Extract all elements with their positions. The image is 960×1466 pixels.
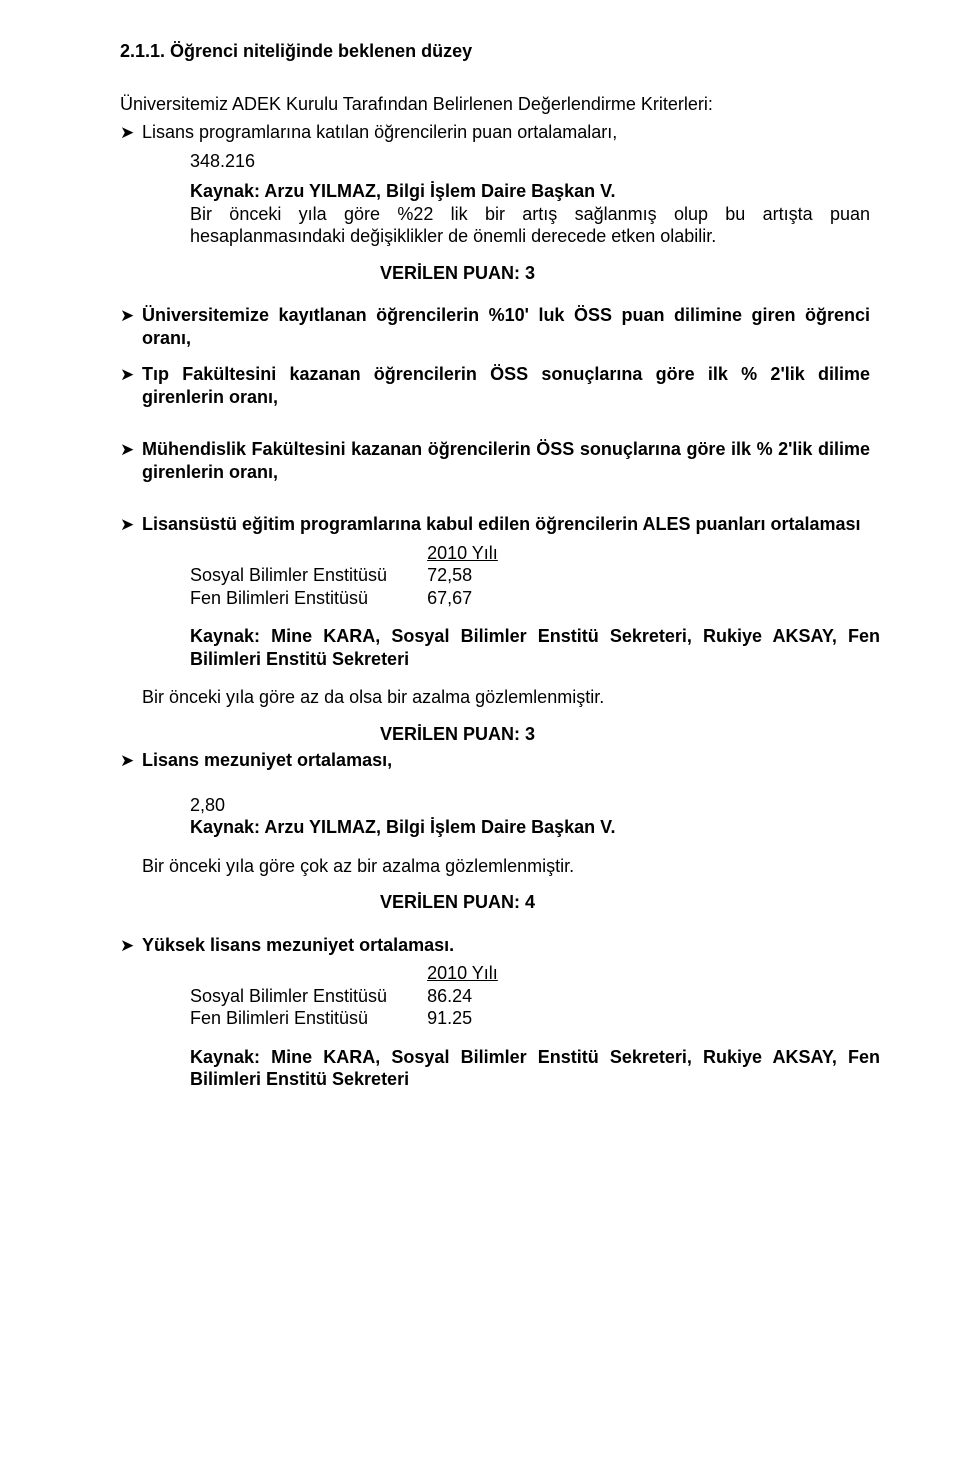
bullet-4-text: Mühendislik Fakültesini kazanan öğrencil… (142, 438, 870, 483)
bullet-5-score: VERİLEN PUAN: 3 (120, 723, 870, 746)
intro-line: Üniversitemiz ADEK Kurulu Tarafından Bel… (120, 93, 870, 116)
bullet-1-value: 348.216 (190, 150, 870, 173)
chevron-right-icon: ➤ (120, 438, 142, 460)
bullet-1-note: Bir önceki yıla göre %22 lik bir artış s… (190, 203, 870, 248)
bullet-7-row2-val: 91.25 (427, 1007, 498, 1030)
bullet-7-row2-label: Fen Bilimleri Enstitüsü (190, 1007, 427, 1030)
chevron-right-icon: ➤ (120, 513, 142, 535)
bullet-5-year: 2010 Yılı (427, 542, 498, 565)
chevron-right-icon: ➤ (120, 363, 142, 385)
bullet-7-source: Kaynak: Mine KARA, Sosyal Bilimler Ensti… (190, 1046, 880, 1091)
bullet-1-source: Kaynak: Arzu YILMAZ, Bilgi İşlem Daire B… (190, 180, 870, 203)
bullet-5-source: Kaynak: Mine KARA, Sosyal Bilimler Ensti… (190, 625, 880, 670)
bullet-7-table: 2010 Yılı Sosyal Bilimler Enstitüsü 86.2… (190, 962, 498, 1030)
bullet-7-text: Yüksek lisans mezuniyet ortalaması. (142, 934, 870, 957)
bullet-6-text: Lisans mezuniyet ortalaması, (142, 749, 870, 772)
bullet-5: ➤ Lisansüstü eğitim programlarına kabul … (120, 513, 870, 536)
bullet-5-row1-label: Sosyal Bilimler Enstitüsü (190, 564, 427, 587)
bullet-2-text: Üniversitemize kayıtlanan öğrencilerin %… (142, 304, 870, 349)
bullet-7: ➤ Yüksek lisans mezuniyet ortalaması. (120, 934, 870, 957)
bullet-5-row2-label: Fen Bilimleri Enstitüsü (190, 587, 427, 610)
chevron-right-icon: ➤ (120, 934, 142, 956)
chevron-right-icon: ➤ (120, 304, 142, 326)
bullet-1: ➤ Lisans programlarına katılan öğrencile… (120, 121, 870, 144)
bullet-5-note: Bir önceki yıla göre az da olsa bir azal… (142, 686, 870, 709)
bullet-4: ➤ Mühendislik Fakültesini kazanan öğrenc… (120, 438, 870, 483)
section-heading: 2.1.1. Öğrenci niteliğinde beklenen düze… (120, 40, 870, 63)
bullet-1-text: Lisans programlarına katılan öğrencileri… (142, 121, 870, 144)
bullet-5-text: Lisansüstü eğitim programlarına kabul ed… (142, 513, 870, 536)
bullet-3-text: Tıp Fakültesini kazanan öğrencilerin ÖSS… (142, 363, 870, 408)
chevron-right-icon: ➤ (120, 749, 142, 771)
bullet-7-row1-label: Sosyal Bilimler Enstitüsü (190, 985, 427, 1008)
bullet-6-source: Kaynak: Arzu YILMAZ, Bilgi İşlem Daire B… (190, 816, 870, 839)
bullet-6-score: VERİLEN PUAN: 4 (120, 891, 870, 914)
bullet-6-value: 2,80 (190, 794, 870, 817)
bullet-6-note: Bir önceki yıla göre çok az bir azalma g… (142, 855, 870, 878)
bullet-1-score: VERİLEN PUAN: 3 (120, 262, 870, 285)
bullet-7-year: 2010 Yılı (427, 962, 498, 985)
bullet-7-row1-val: 86.24 (427, 985, 498, 1008)
bullet-5-row2-val: 67,67 (427, 587, 498, 610)
bullet-2: ➤ Üniversitemize kayıtlanan öğrencilerin… (120, 304, 870, 349)
bullet-3: ➤ Tıp Fakültesini kazanan öğrencilerin Ö… (120, 363, 870, 408)
bullet-6: ➤ Lisans mezuniyet ortalaması, (120, 749, 870, 772)
bullet-5-row1-val: 72,58 (427, 564, 498, 587)
chevron-right-icon: ➤ (120, 121, 142, 143)
bullet-5-table: 2010 Yılı Sosyal Bilimler Enstitüsü 72,5… (190, 542, 498, 610)
